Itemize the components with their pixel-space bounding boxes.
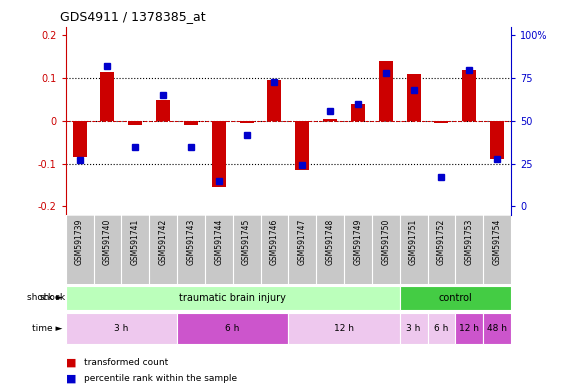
Text: GSM591744: GSM591744 [214,218,223,265]
Text: 12 h: 12 h [459,324,479,333]
Bar [400,313,428,344]
Bar [456,313,483,344]
Bar [379,61,393,121]
Text: GSM591753: GSM591753 [465,218,474,265]
Text: GSM591742: GSM591742 [159,218,168,265]
Text: GSM591745: GSM591745 [242,218,251,265]
Bar [66,286,400,310]
Bar [240,121,254,123]
Text: GSM591746: GSM591746 [270,218,279,265]
Text: GSM591751: GSM591751 [409,218,418,265]
Bar [177,313,288,344]
Text: 48 h: 48 h [487,324,507,333]
Bar [156,99,170,121]
Bar [323,119,337,121]
Bar [428,313,456,344]
Bar [100,72,114,121]
Bar [212,121,226,187]
Bar [184,121,198,125]
Bar [435,121,448,123]
Text: time ►: time ► [33,324,63,333]
Text: GSM591754: GSM591754 [493,218,502,265]
Text: GSM591741: GSM591741 [131,218,140,265]
Bar [483,313,511,344]
Text: 12 h: 12 h [334,324,354,333]
Text: 6 h: 6 h [435,324,449,333]
Text: percentile rank within the sample: percentile rank within the sample [84,374,237,383]
Bar [490,121,504,159]
Text: transformed count: transformed count [84,358,168,367]
Bar [400,286,511,310]
Text: GDS4911 / 1378385_at: GDS4911 / 1378385_at [60,10,206,23]
Text: GSM591747: GSM591747 [297,218,307,265]
Text: GSM591740: GSM591740 [103,218,112,265]
Text: 3 h: 3 h [114,324,128,333]
Bar [73,121,87,157]
Text: GSM591752: GSM591752 [437,218,446,265]
Text: shock: shock [39,293,66,302]
Bar [128,121,142,125]
Text: traumatic brain injury: traumatic brain injury [179,293,286,303]
Text: 3 h: 3 h [407,324,421,333]
Text: 6 h: 6 h [226,324,240,333]
Text: ■: ■ [66,358,76,368]
Text: GSM591749: GSM591749 [353,218,363,265]
Bar [295,121,309,170]
Bar [288,313,400,344]
Text: GSM591743: GSM591743 [186,218,195,265]
Bar [351,104,365,121]
Text: ■: ■ [66,373,76,383]
Text: GSM591748: GSM591748 [325,218,335,265]
Text: shock ►: shock ► [27,293,63,302]
Text: GSM591739: GSM591739 [75,218,84,265]
Text: control: control [439,293,472,303]
Bar [463,70,476,121]
Bar [407,74,421,121]
Bar [66,313,177,344]
Text: GSM591750: GSM591750 [381,218,391,265]
Bar [267,80,282,121]
